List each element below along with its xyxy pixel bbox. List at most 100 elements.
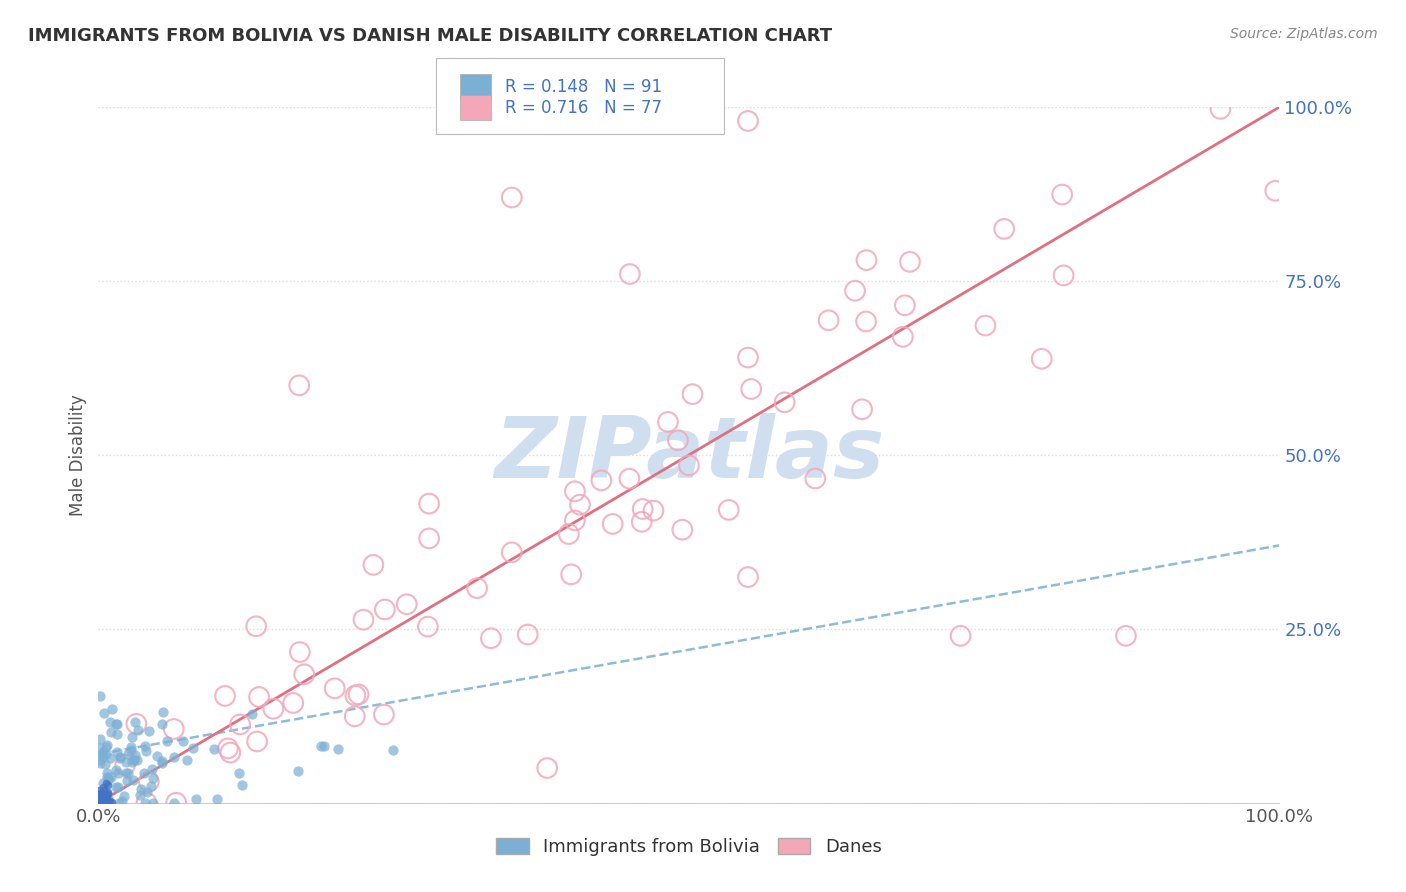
Point bbox=[105, 746, 128, 760]
Point bbox=[98, 794, 121, 808]
Point bbox=[89, 796, 111, 810]
Point bbox=[949, 629, 972, 643]
Point bbox=[326, 742, 349, 756]
Point bbox=[120, 739, 142, 754]
Point bbox=[97, 771, 120, 785]
Point bbox=[844, 284, 866, 298]
Point bbox=[94, 747, 117, 761]
Y-axis label: Male Disability: Male Disability bbox=[69, 394, 87, 516]
Text: Source: ZipAtlas.com: Source: ZipAtlas.com bbox=[1230, 27, 1378, 41]
Point bbox=[97, 794, 120, 808]
Point bbox=[1264, 184, 1286, 198]
Point bbox=[89, 689, 111, 703]
Point bbox=[1115, 629, 1137, 643]
Point bbox=[231, 778, 253, 792]
Point bbox=[134, 796, 156, 810]
Point bbox=[288, 645, 311, 659]
Point bbox=[163, 750, 186, 764]
Point bbox=[666, 434, 689, 448]
Point bbox=[516, 627, 538, 641]
Point bbox=[112, 789, 135, 804]
Point bbox=[117, 766, 139, 780]
Point bbox=[117, 747, 139, 761]
Point bbox=[93, 795, 115, 809]
Point bbox=[96, 794, 118, 808]
Point bbox=[124, 714, 146, 729]
Point bbox=[122, 773, 145, 788]
Point bbox=[891, 330, 914, 344]
Point bbox=[134, 739, 156, 753]
Point bbox=[98, 715, 121, 730]
Point bbox=[87, 787, 110, 801]
Point bbox=[247, 690, 270, 704]
Point bbox=[163, 796, 186, 810]
Point bbox=[115, 755, 138, 769]
Point bbox=[558, 527, 581, 541]
Point bbox=[737, 351, 759, 365]
Point bbox=[643, 503, 665, 517]
Point bbox=[90, 786, 112, 800]
Point bbox=[681, 387, 703, 401]
Point bbox=[122, 753, 145, 767]
Point bbox=[564, 513, 586, 527]
Point bbox=[120, 742, 142, 756]
Point bbox=[105, 764, 128, 778]
Point bbox=[851, 402, 873, 417]
Point bbox=[108, 750, 131, 764]
Point bbox=[124, 748, 146, 763]
Point bbox=[87, 790, 110, 805]
Point bbox=[240, 706, 263, 721]
Legend: Immigrants from Bolivia, Danes: Immigrants from Bolivia, Danes bbox=[489, 830, 889, 863]
Point bbox=[97, 790, 120, 805]
Point bbox=[569, 498, 592, 512]
Point bbox=[132, 766, 155, 780]
Point bbox=[150, 755, 173, 769]
Point bbox=[96, 788, 118, 802]
Point bbox=[343, 709, 366, 723]
Point bbox=[94, 739, 117, 754]
Point bbox=[894, 298, 917, 312]
Point bbox=[184, 791, 207, 805]
Point bbox=[560, 567, 582, 582]
Point bbox=[141, 762, 163, 776]
Point bbox=[631, 502, 654, 516]
Point bbox=[122, 753, 145, 767]
Point bbox=[630, 515, 652, 529]
Text: IMMIGRANTS FROM BOLIVIA VS DANISH MALE DISABILITY CORRELATION CHART: IMMIGRANTS FROM BOLIVIA VS DANISH MALE D… bbox=[28, 27, 832, 45]
Point bbox=[111, 794, 134, 808]
Point bbox=[94, 796, 117, 810]
Text: R = 0.148   N = 91: R = 0.148 N = 91 bbox=[505, 78, 662, 95]
Point bbox=[89, 789, 111, 803]
Point bbox=[1031, 351, 1053, 366]
Point bbox=[91, 791, 114, 805]
Point bbox=[100, 724, 122, 739]
Point bbox=[90, 792, 112, 806]
Point bbox=[93, 706, 115, 720]
Point bbox=[135, 744, 157, 758]
Point bbox=[165, 796, 187, 810]
Point bbox=[97, 772, 120, 786]
Point bbox=[89, 795, 111, 809]
Point bbox=[91, 796, 114, 810]
Point bbox=[96, 785, 118, 799]
Point bbox=[288, 378, 311, 392]
Point bbox=[283, 696, 305, 710]
Point bbox=[125, 716, 148, 731]
Point bbox=[602, 516, 624, 531]
Point bbox=[353, 613, 375, 627]
Point bbox=[205, 792, 228, 806]
Point bbox=[115, 766, 138, 780]
Point bbox=[176, 753, 198, 767]
Point bbox=[138, 723, 160, 738]
Point bbox=[90, 789, 112, 803]
Point bbox=[96, 790, 118, 805]
Point bbox=[101, 702, 124, 716]
Point bbox=[150, 756, 173, 770]
Point bbox=[90, 796, 112, 810]
Point bbox=[374, 602, 396, 616]
Text: ZIPatlas: ZIPatlas bbox=[494, 413, 884, 497]
Point bbox=[418, 532, 440, 546]
Point bbox=[105, 780, 128, 794]
Point bbox=[96, 796, 118, 810]
Point bbox=[89, 741, 111, 756]
